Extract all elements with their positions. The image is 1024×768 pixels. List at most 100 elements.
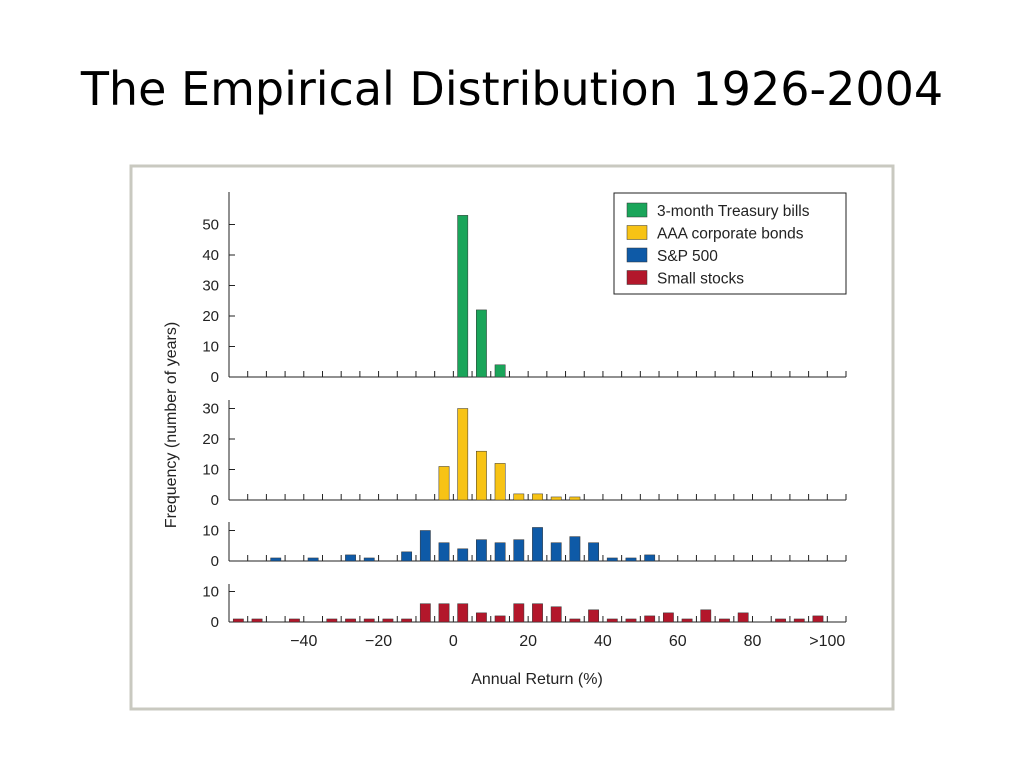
y-tick-label: 20 [202, 308, 219, 325]
legend-label: Small stocks [657, 271, 744, 288]
legend: 3-month Treasury bills AAA corporate bond… [613, 192, 847, 295]
y-tick-label: 10 [202, 462, 219, 479]
x-tick-label: 80 [744, 633, 762, 650]
y-tick-label: 0 [211, 369, 219, 386]
legend-swatch [626, 202, 648, 218]
bar [513, 493, 525, 501]
y-tick-label: 30 [202, 278, 219, 295]
bar [550, 542, 562, 562]
legend-box [613, 192, 847, 295]
x-tick-label: 40 [594, 633, 612, 650]
bar [775, 618, 786, 623]
bar [419, 530, 431, 562]
y-tick-label: 20 [202, 431, 219, 448]
bar [419, 603, 431, 623]
bar [251, 618, 263, 623]
bar [606, 618, 618, 623]
chart-panels: 0 10 20 30 40 50 0 10 20 30 0 10 0 10 [202, 192, 847, 631]
y-tick-label: 10 [202, 523, 219, 540]
bar [457, 548, 469, 562]
bar [326, 618, 338, 623]
x-tick-label: 20 [519, 633, 537, 650]
x-tick-label: −40 [290, 633, 317, 650]
bar [401, 551, 413, 562]
bar [363, 618, 375, 623]
bar [457, 215, 469, 378]
bar [532, 527, 543, 562]
bar [625, 618, 637, 623]
legend-swatch [626, 247, 648, 263]
bar [532, 603, 543, 623]
panel-4: 0 10 [202, 584, 847, 631]
bar [494, 463, 506, 501]
x-tick-label: 60 [669, 633, 687, 650]
y-tick-label: 0 [211, 492, 219, 509]
y-tick-label: 50 [202, 217, 219, 234]
y-axis-title: Frequency (number of years) [163, 322, 180, 528]
bar [289, 618, 300, 623]
bar [569, 618, 581, 623]
legend-swatch [626, 225, 648, 240]
x-tick-label: >100 [809, 633, 845, 650]
bar [476, 539, 487, 562]
bar [569, 536, 581, 562]
bar [232, 618, 244, 623]
bar [457, 408, 469, 501]
legend-label: 3-month Treasury bills [657, 203, 810, 220]
bar [476, 450, 487, 501]
panel-1: 0 10 20 30 40 50 [202, 192, 847, 386]
bar [681, 618, 693, 623]
bar [644, 554, 656, 562]
bar [438, 542, 450, 562]
bar [382, 618, 394, 623]
bar [662, 612, 674, 623]
bar [532, 493, 543, 501]
panel-3: 0 10 [202, 522, 847, 570]
bar [550, 606, 562, 623]
bar [812, 615, 824, 623]
bar [793, 618, 805, 623]
bar [270, 557, 282, 562]
bar [457, 603, 469, 623]
y-tick-label: 40 [202, 247, 219, 264]
legend-label: S&P 500 [657, 248, 718, 265]
bar [438, 466, 450, 501]
legend-label: AAA corporate bonds [657, 226, 804, 243]
y-tick-label: 0 [211, 553, 219, 570]
bar [719, 618, 730, 623]
bar [737, 612, 749, 623]
panel-2: 0 10 20 30 [202, 400, 847, 509]
bar [438, 603, 450, 623]
bar [588, 609, 599, 623]
bar [476, 309, 487, 378]
bar [700, 609, 712, 623]
y-tick-label: 10 [202, 339, 219, 356]
bar [494, 542, 506, 562]
x-axis-title: Annual Return (%) [471, 671, 603, 688]
bar [345, 554, 356, 562]
bar [569, 496, 581, 501]
y-tick-label: 0 [211, 614, 219, 631]
bar [307, 557, 319, 562]
bar [588, 542, 599, 562]
bar [625, 557, 637, 562]
bar [345, 618, 356, 623]
bar [363, 557, 375, 562]
bar [513, 603, 525, 623]
bar [494, 364, 506, 378]
slide-title: The Empirical Distribution 1926-2004 [80, 62, 944, 116]
x-tick-label: −20 [365, 633, 392, 650]
legend-swatch [626, 270, 648, 285]
bar [476, 612, 487, 623]
x-tick-label: 0 [449, 633, 458, 650]
bar [644, 615, 656, 623]
x-axis: −40 −20 0 20 40 60 80 >100 [290, 633, 845, 650]
bar [494, 615, 506, 623]
y-tick-label: 10 [202, 584, 219, 601]
bar [401, 618, 413, 623]
y-tick-label: 30 [202, 401, 219, 418]
bar [606, 557, 618, 562]
bar [550, 496, 562, 501]
bar [513, 539, 525, 562]
